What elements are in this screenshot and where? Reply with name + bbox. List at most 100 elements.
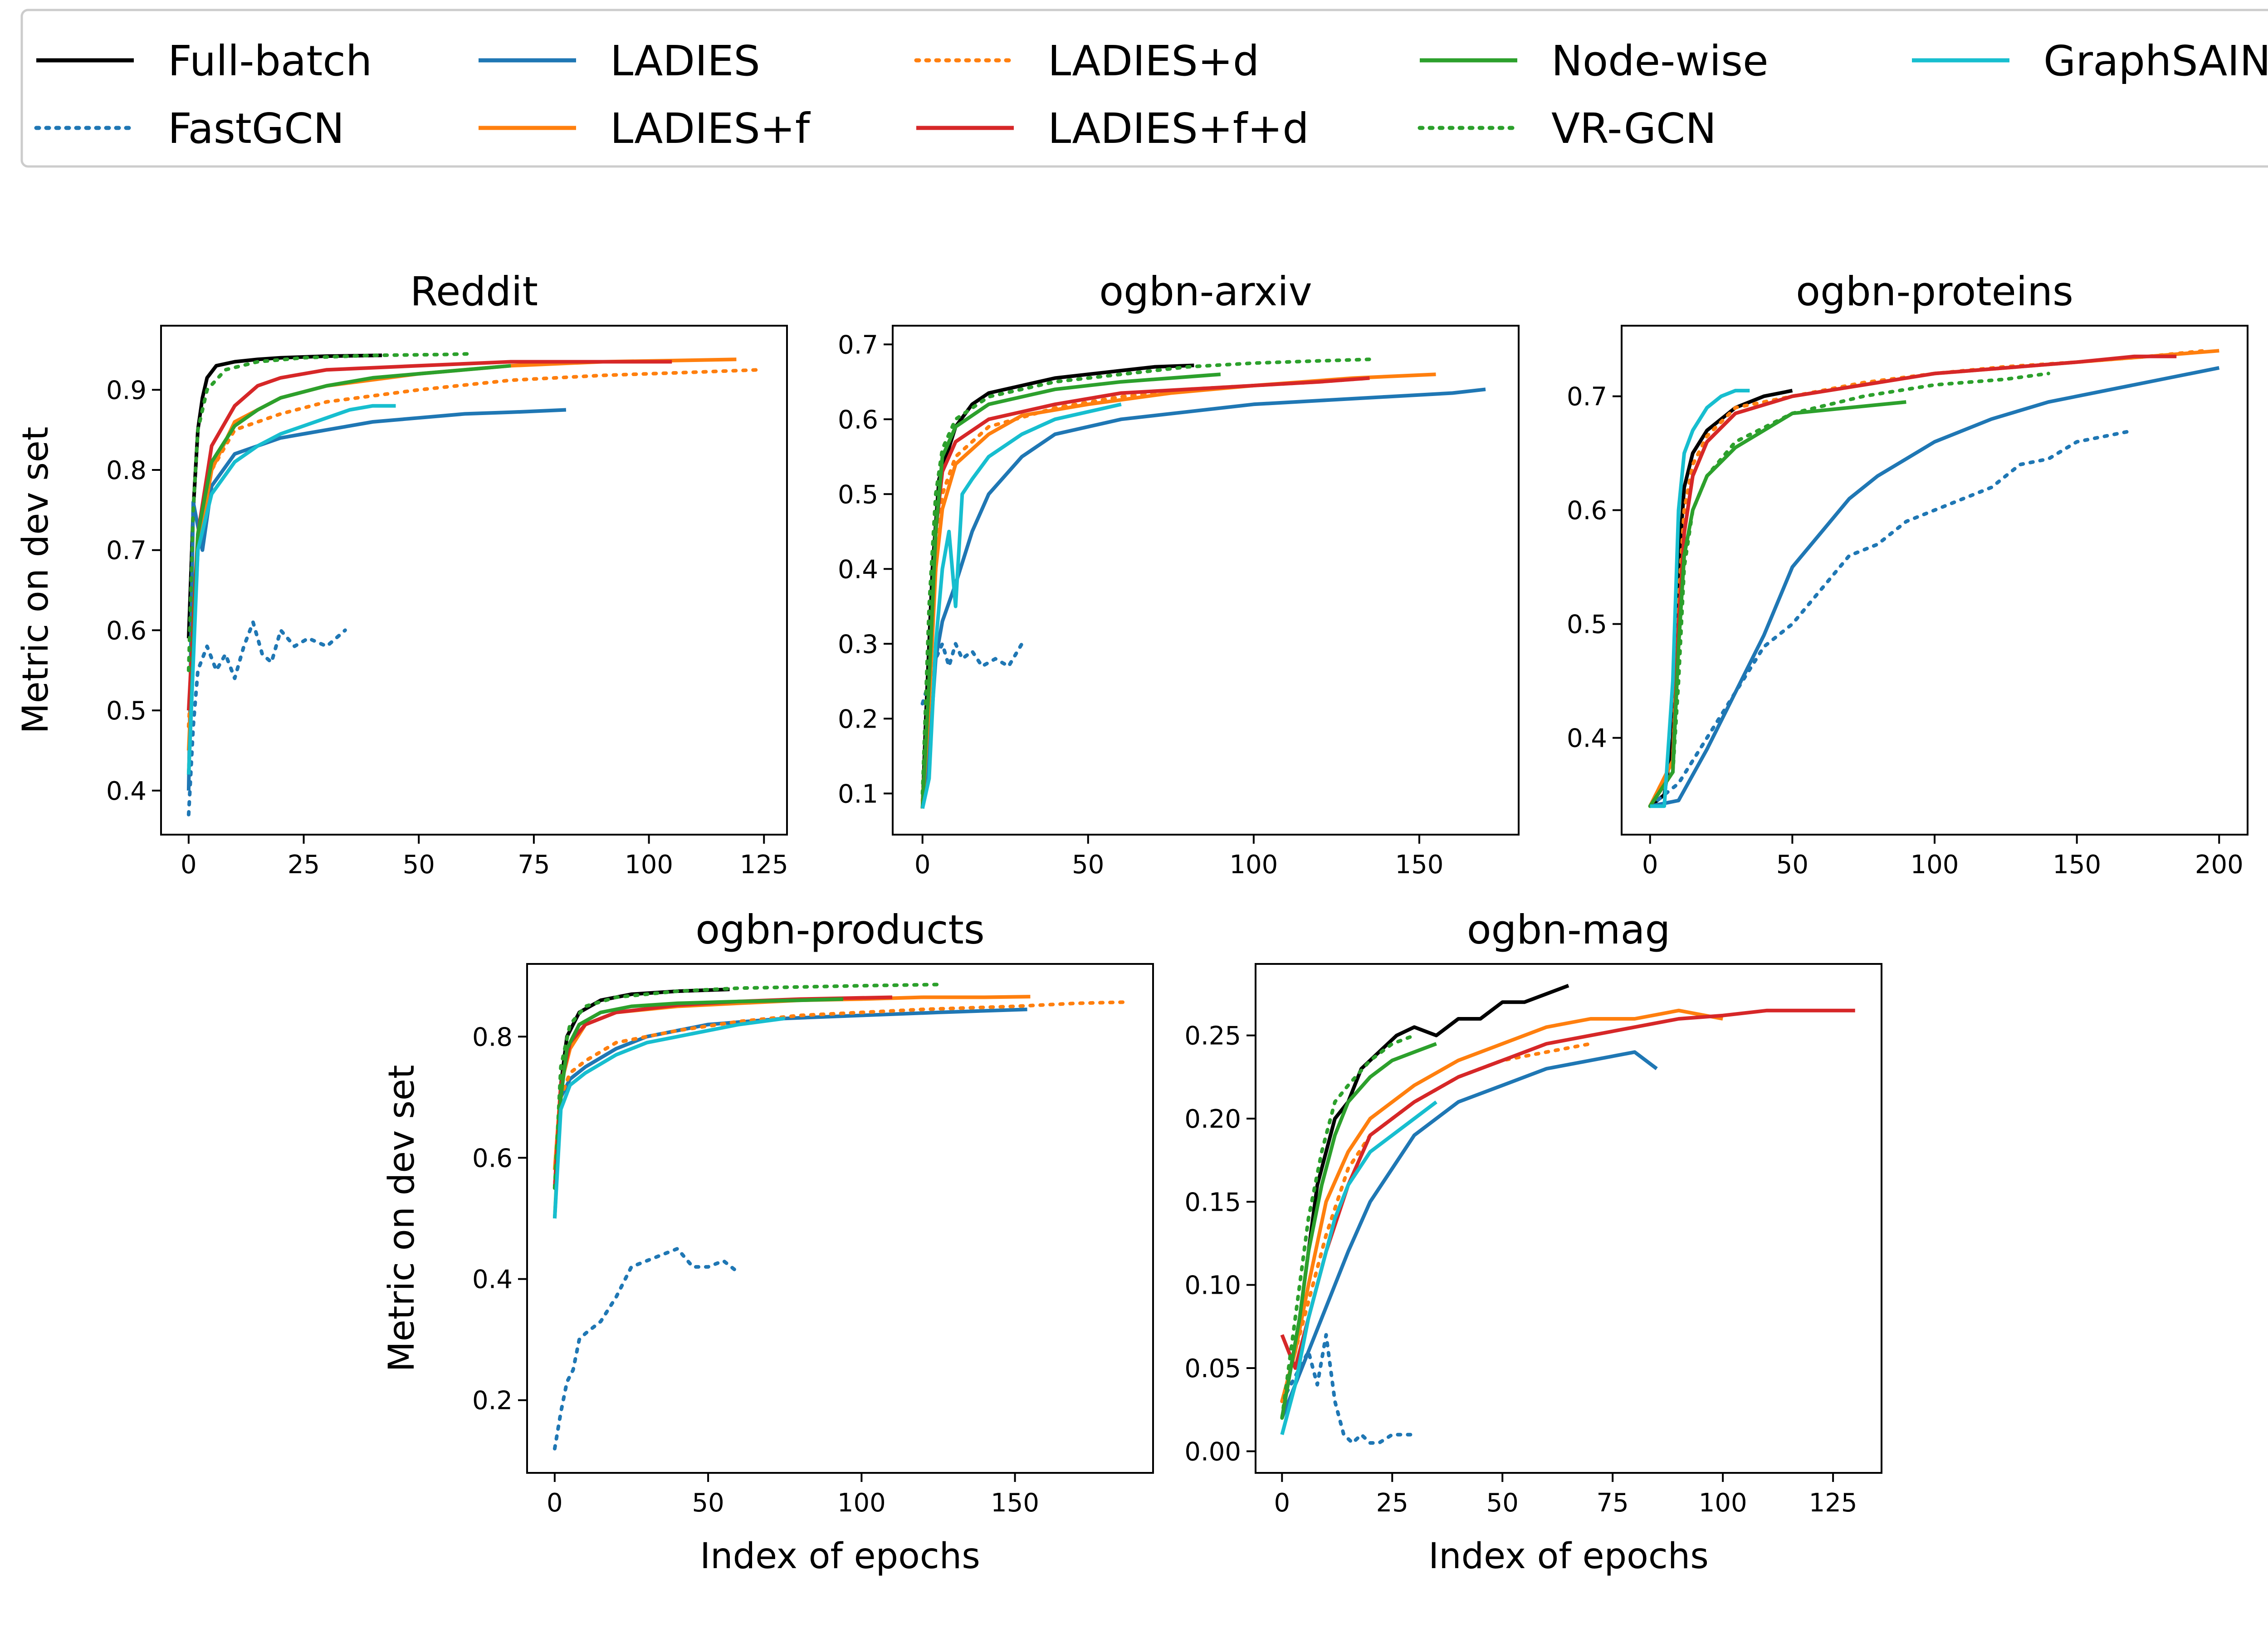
y-tick-label: 0.8 <box>472 1022 513 1052</box>
y-tick-label: 0.8 <box>106 456 147 485</box>
y-tick-label: 0.5 <box>106 696 147 726</box>
x-tick-label: 50 <box>403 850 435 880</box>
x-tick-label: 200 <box>2195 850 2244 880</box>
x-tick-label: 125 <box>740 850 788 880</box>
x-tick-label: 100 <box>1699 1488 1747 1518</box>
plot-frame <box>160 325 788 836</box>
series-line-graphsaint <box>1280 1100 1437 1435</box>
panels: 0 25 50 75 100 125 0.4 0.5 0.6 0.7 0.8 0.9 Reddit Met… <box>15 268 2248 1577</box>
series-line-vr-gcn <box>552 983 940 1190</box>
series-line-vr-gcn <box>1280 1033 1416 1420</box>
legend-entry-ladies: LADIES <box>479 37 760 85</box>
y-tick-label: 0.10 <box>1184 1271 1241 1301</box>
x-tick-label: 100 <box>837 1488 886 1518</box>
series-line-ladies-f-d <box>186 360 672 711</box>
series-line-ladies-d <box>1648 349 2207 808</box>
legend-label: LADIES+d <box>1048 37 1259 85</box>
x-tick-label: 25 <box>288 850 320 880</box>
y-axis-title: Metric on dev set <box>381 1065 422 1372</box>
legend: Full-batch FastGCN LADIES LADIES+f LADIES+d L… <box>20 9 2268 168</box>
legend-label: LADIES+f <box>610 104 811 153</box>
legend-entry-node_wise: Node-wise <box>1420 37 1769 85</box>
y-tick-label: 0.4 <box>1567 724 1607 753</box>
legend-label: Full-batch <box>168 37 372 85</box>
y-tick-label: 0.05 <box>1184 1354 1241 1384</box>
y-tick-label: 0.2 <box>838 704 878 734</box>
series-group <box>1648 349 2220 808</box>
legend-frame <box>20 9 2268 168</box>
y-tick-label: 0.4 <box>106 777 147 806</box>
x-tick-label: 75 <box>1597 1488 1629 1518</box>
x-tick-label: 0 <box>1274 1488 1290 1518</box>
y-tick-label: 0.5 <box>1567 610 1607 640</box>
x-axis-title: Index of epochs <box>1428 1536 1709 1577</box>
x-tick-label: 150 <box>2053 850 2101 880</box>
series-line-vr-gcn <box>920 357 1372 796</box>
y-tick-label: 0.7 <box>1567 382 1607 412</box>
series-line-graphsaint <box>186 404 396 775</box>
panel-ogbn-proteins: 0 50 100 150 200 0.4 0.5 0.6 0.7 ogbn-proteins <box>1567 268 2248 880</box>
series-group <box>1280 983 1855 1445</box>
legend-entry-ladies_f_d: LADIES+f+d <box>916 104 1309 153</box>
series-line-ladies <box>186 408 567 791</box>
y-tick-label: 0.7 <box>106 536 147 566</box>
y-tick-label: 0.4 <box>838 555 878 584</box>
x-tick-label: 50 <box>1072 850 1104 880</box>
series-line-ladies-d <box>186 368 762 728</box>
x-tick-label: 0 <box>1642 850 1658 880</box>
series-line-fastgcn <box>1648 428 2136 808</box>
y-tick-label: 0.6 <box>106 616 147 645</box>
y-tick-label: 0.15 <box>1184 1188 1241 1217</box>
y-tick-label: 0.25 <box>1184 1022 1241 1051</box>
x-tick-label: 0 <box>914 850 931 880</box>
legend-label: GraphSAINT <box>2043 37 2268 85</box>
legend-label: LADIES <box>610 37 760 85</box>
panel-title: ogbn-mag <box>1467 906 1671 953</box>
panel-ogbn-mag: 0 25 50 75 100 125 0.00 0.05 0.10 0.15 0.20 0.25 ogb… <box>1184 906 1882 1577</box>
x-tick-label: 150 <box>1395 850 1444 880</box>
panel-title: ogbn-arxiv <box>1099 268 1312 315</box>
panel-title: ogbn-proteins <box>1796 268 2073 315</box>
series-line-graphsaint <box>1650 389 1750 808</box>
series-line-ladies <box>920 387 1486 809</box>
y-tick-label: 0.1 <box>838 779 878 809</box>
y-tick-label: 0.2 <box>472 1386 513 1416</box>
y-tick-label: 0.5 <box>838 480 878 509</box>
y-tick-label: 0.7 <box>838 330 878 360</box>
x-tick-label: 25 <box>1376 1488 1408 1518</box>
series-line-vr-gcn <box>186 352 476 672</box>
x-tick-label: 75 <box>518 850 550 880</box>
x-axis-title: Index of epochs <box>700 1536 980 1577</box>
series-line-node-wise <box>1280 1042 1437 1418</box>
series-line-ladies <box>1280 1050 1658 1419</box>
series-line-graphsaint <box>552 1017 785 1219</box>
series-group <box>186 352 762 816</box>
series-line-fastgcn <box>186 620 347 816</box>
y-tick-label: 0.20 <box>1184 1105 1241 1134</box>
x-tick-label: 50 <box>1486 1488 1519 1518</box>
panel-ogbn-arxiv: 0 50 100 150 0.1 0.2 0.3 0.4 0.5 0.6 0.7 ogbn-arxiv <box>838 268 1520 880</box>
plot-frame <box>892 325 1520 836</box>
x-tick-label: 100 <box>1911 850 1959 880</box>
x-tick-label: 0 <box>181 850 197 880</box>
x-tick-label: 125 <box>1809 1488 1857 1518</box>
series-line-ladies <box>1649 366 2220 808</box>
legend-entry-graphsaint: GraphSAINT <box>1912 37 2268 85</box>
series-line-node-wise <box>186 364 511 775</box>
y-tick-label: 0.00 <box>1184 1437 1241 1467</box>
legend-label: VR-GCN <box>1551 104 1716 153</box>
legend-entry-vr_gcn: VR-GCN <box>1418 104 1716 153</box>
legend-entry-fastgcn: FastGCN <box>34 104 344 153</box>
legend-entry-ladies_d: LADIES+d <box>914 37 1259 85</box>
x-tick-label: 0 <box>547 1488 563 1518</box>
y-tick-label: 0.3 <box>838 630 878 659</box>
x-tick-label: 50 <box>692 1488 724 1518</box>
legend-entry-ladies_f: LADIES+f <box>479 104 811 153</box>
y-axis-title: Metric on dev set <box>15 427 56 734</box>
series-line-graphsaint <box>920 402 1122 809</box>
series-line-node-wise <box>552 997 843 1219</box>
legend-label: LADIES+f+d <box>1048 104 1309 153</box>
legend-label: Node-wise <box>1551 37 1769 85</box>
